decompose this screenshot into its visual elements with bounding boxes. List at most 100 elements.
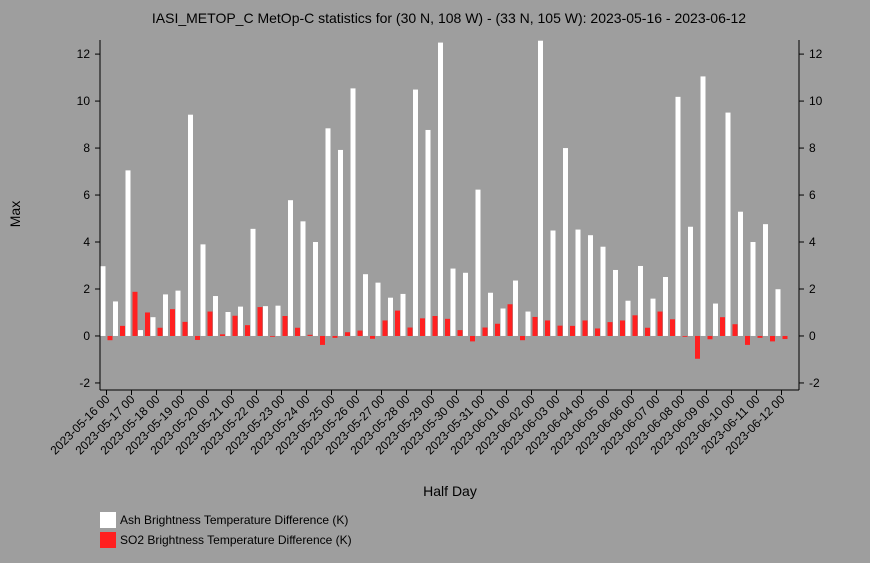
- so2-bar: [507, 304, 513, 336]
- so2-bar: [432, 316, 438, 336]
- ash-bar: [213, 296, 218, 336]
- y-axis-title: Max: [7, 201, 23, 227]
- so2-bar: [620, 320, 625, 336]
- ash-bar: [675, 96, 681, 336]
- ash-bar: [113, 301, 118, 336]
- so2-bar: [357, 330, 363, 336]
- so2-bar: [445, 318, 450, 336]
- so2-bar: [407, 327, 413, 336]
- y-tick-label-left: 4: [83, 235, 90, 249]
- ash-bar: [388, 297, 393, 336]
- legend-label-so2: SO2 Brightness Temperature Difference (K…: [120, 533, 352, 547]
- so2-bar: [120, 325, 125, 336]
- legend-swatch-so2: [100, 532, 116, 548]
- ash-bar: [375, 282, 381, 336]
- so2-bar: [495, 323, 500, 336]
- so2-bar: [320, 335, 325, 345]
- so2-bar: [482, 327, 488, 336]
- ash-bar: [263, 306, 268, 336]
- so2-bar: [370, 335, 375, 339]
- y-tick-label-right: 2: [809, 282, 816, 296]
- so2-bar: [595, 328, 600, 336]
- ash-bar: [575, 229, 581, 336]
- y-tick-label-left: 2: [83, 282, 90, 296]
- so2-bar: [332, 335, 338, 338]
- ash-bar: [438, 42, 443, 336]
- ash-bar: [138, 330, 143, 336]
- so2-bar: [732, 324, 738, 336]
- ash-bar: [700, 76, 706, 336]
- legend-swatch-ash: [100, 512, 116, 528]
- so2-bar: [557, 325, 563, 336]
- so2-bar: [107, 335, 113, 341]
- ash-bar: [650, 298, 656, 336]
- y-tick-label-right: 8: [809, 141, 816, 155]
- ash-bar: [238, 306, 243, 336]
- chart-title: IASI_METOP_C MetOp-C statistics for (30 …: [152, 10, 746, 26]
- so2-bar: [220, 334, 225, 336]
- ash-bar: [400, 293, 406, 336]
- ash-bar: [200, 244, 206, 336]
- ash-bar: [688, 226, 693, 336]
- ash-bar: [525, 311, 531, 336]
- y-tick-label-right: -2: [809, 376, 820, 390]
- ash-bar: [625, 300, 631, 336]
- so2-bar: [582, 320, 588, 336]
- ash-bar: [538, 40, 543, 336]
- y-tick-label-left: 10: [77, 94, 91, 108]
- ash-bar: [750, 242, 756, 336]
- ash-bar: [588, 235, 593, 336]
- ash-bar: [463, 272, 468, 336]
- so2-bar: [707, 335, 713, 340]
- legend-label-ash: Ash Brightness Temperature Difference (K…: [120, 513, 348, 527]
- ash-bar: [550, 230, 556, 336]
- y-tick-label-left: -2: [79, 376, 90, 390]
- ash-bar: [250, 228, 256, 336]
- y-tick-label-left: 6: [83, 188, 90, 202]
- ash-bar: [738, 211, 743, 336]
- so2-bar: [245, 325, 250, 336]
- legend: Ash Brightness Temperature Difference (K…: [100, 512, 352, 548]
- so2-bar: [420, 318, 425, 336]
- so2-bar: [607, 322, 613, 336]
- so2-bar: [145, 312, 150, 336]
- so2-bar: [232, 315, 238, 336]
- ash-bar: [600, 246, 606, 336]
- ash-bar: [513, 280, 518, 336]
- ash-bar: [613, 269, 618, 336]
- plot-area: [99, 40, 800, 391]
- ash-bar: [563, 148, 568, 336]
- so2-bar: [532, 316, 538, 336]
- so2-bar: [132, 291, 138, 336]
- y-tick-label-right: 10: [809, 94, 823, 108]
- ash-bar: [100, 266, 106, 336]
- so2-bar: [670, 319, 675, 336]
- ash-bar: [225, 312, 231, 336]
- so2-bar: [457, 330, 463, 336]
- so2-bar: [757, 335, 763, 338]
- so2-bar: [695, 335, 700, 359]
- ash-bar: [500, 308, 506, 336]
- so2-bar: [270, 335, 275, 337]
- so2-bar: [570, 325, 575, 336]
- so2-bar: [545, 320, 550, 336]
- ash-bar: [488, 292, 493, 336]
- so2-bar: [770, 335, 775, 342]
- ash-bar: [150, 317, 156, 336]
- so2-bar: [345, 332, 350, 336]
- ash-bar: [175, 290, 181, 336]
- ash-bar: [363, 274, 368, 336]
- y-tick-label-right: 0: [809, 329, 816, 343]
- ash-bar: [713, 303, 718, 336]
- so2-bar: [395, 310, 400, 336]
- y-tick-label-right: 4: [809, 235, 816, 249]
- ash-bar: [288, 200, 293, 336]
- so2-bar: [282, 316, 288, 336]
- so2-bar: [645, 327, 650, 336]
- so2-bar: [720, 317, 725, 336]
- y-tick-label-left: 8: [83, 141, 90, 155]
- so2-bar: [657, 311, 663, 336]
- ash-bar: [338, 149, 343, 336]
